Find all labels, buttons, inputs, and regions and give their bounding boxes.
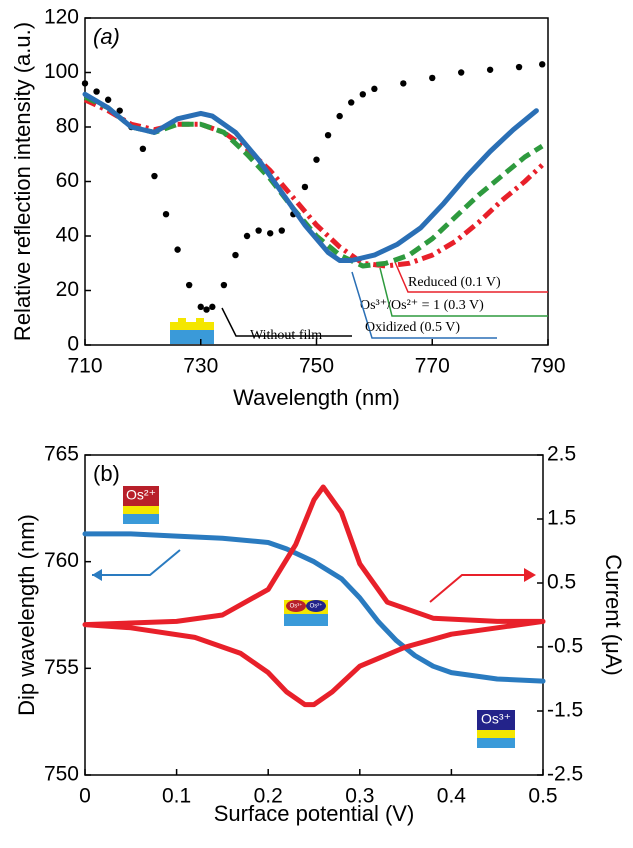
- x-axis-title: Surface potential (V): [214, 801, 415, 826]
- data-point: [185, 281, 193, 289]
- annotation: Os³⁺: [290, 603, 303, 610]
- os2-icon: [123, 486, 159, 524]
- data-point: [486, 66, 494, 73]
- data-point: [255, 227, 262, 234]
- y2-tick-label: -1.5: [547, 699, 583, 722]
- x-axis-title: Wavelength (nm): [233, 385, 400, 410]
- x-tick-label: 0.2: [254, 785, 283, 808]
- panel-label: (b): [93, 461, 120, 486]
- data-point: [116, 107, 123, 114]
- data-point: [457, 69, 465, 76]
- y2-tick-label: 0.5: [547, 571, 576, 594]
- y-tick-label: 765: [44, 443, 79, 466]
- data-point: [197, 303, 204, 311]
- mixed-icon: [284, 600, 328, 626]
- arrow: [92, 549, 181, 576]
- annotation: Os²⁺: [310, 603, 323, 610]
- y-axis-title: Relative reflection intensity (a.u.): [10, 22, 35, 341]
- data-point: [359, 91, 366, 98]
- data-point: [81, 80, 89, 87]
- x-tick-label: 0.5: [528, 785, 557, 808]
- y-axis-title: Dip wavelength (nm): [14, 514, 39, 716]
- x-tick-label: 710: [67, 355, 102, 378]
- y2-tick-label: 1.5: [547, 507, 576, 530]
- x-tick-label: 770: [415, 355, 450, 378]
- callout-line: [351, 271, 497, 339]
- panel-label: (a): [93, 24, 120, 49]
- series-label: Os³⁺/Os²⁺ = 1 (0.3 V): [360, 298, 484, 313]
- data-point: [151, 172, 158, 180]
- series-label: Reduced (0.1 V): [408, 275, 501, 290]
- data-point: [220, 281, 228, 289]
- x-tick-label: 0.1: [162, 785, 191, 808]
- y-tick-label: 760: [44, 549, 79, 572]
- callout-line: [221, 307, 352, 337]
- x-tick-label: 730: [183, 355, 218, 378]
- data-point: [336, 112, 343, 120]
- series-label: Oxidized (0.5 V): [365, 320, 460, 335]
- y-tick-label: 750: [44, 763, 79, 786]
- data-point: [324, 131, 332, 139]
- data-point: [162, 211, 170, 218]
- data-point: [400, 80, 407, 87]
- y-tick-label: 20: [56, 278, 79, 301]
- y-tick-label: 755: [44, 656, 79, 679]
- data-point: [429, 74, 436, 82]
- series-line: [82, 484, 546, 708]
- data-point: [539, 61, 546, 68]
- arrow: [429, 574, 528, 603]
- data-point: [371, 85, 378, 93]
- callout-line: [379, 267, 548, 317]
- x-tick-label: 0.3: [345, 785, 374, 808]
- y-tick-label: 0: [67, 333, 79, 356]
- data-point: [243, 232, 251, 240]
- x-tick-label: 0.4: [437, 785, 467, 808]
- series-line: [82, 531, 546, 684]
- series-label: Without film: [250, 328, 322, 343]
- y-tick-label: 80: [56, 115, 79, 138]
- y-tick-label: 40: [56, 224, 79, 247]
- plot-frame: [84, 454, 544, 776]
- arrow-head: [524, 568, 536, 582]
- substrate-icon: [170, 318, 214, 344]
- data-point: [348, 99, 355, 106]
- os3-icon: [477, 710, 515, 748]
- data-point: [278, 227, 285, 234]
- y2-axis-title: Current (μA): [601, 554, 626, 675]
- x-tick-label: 0: [79, 785, 91, 808]
- y2-tick-label: 2.5: [547, 443, 576, 466]
- arrow-head: [92, 569, 102, 581]
- y-tick-label: 60: [56, 169, 79, 192]
- x-tick-label: 790: [530, 355, 565, 378]
- annotation: Os³⁺: [481, 711, 511, 727]
- data-point: [104, 96, 112, 103]
- y2-tick-label: -0.5: [547, 635, 583, 658]
- data-point: [232, 251, 239, 259]
- data-point: [267, 230, 274, 237]
- y2-tick-label: -2.5: [547, 763, 583, 786]
- data-point: [515, 63, 523, 71]
- data-point: [313, 156, 320, 163]
- y-tick-label: 100: [44, 60, 79, 83]
- data-point: [203, 306, 210, 313]
- data-point: [139, 145, 147, 152]
- y-tick-label: 120: [44, 6, 79, 29]
- x-tick-label: 750: [299, 355, 334, 378]
- data-point: [174, 246, 181, 253]
- data-point: [301, 183, 309, 191]
- annotation: Os²⁺: [126, 487, 156, 503]
- data-point: [93, 88, 100, 95]
- callout-line: [394, 261, 548, 293]
- data-point: [209, 303, 216, 311]
- series-line: [82, 91, 539, 263]
